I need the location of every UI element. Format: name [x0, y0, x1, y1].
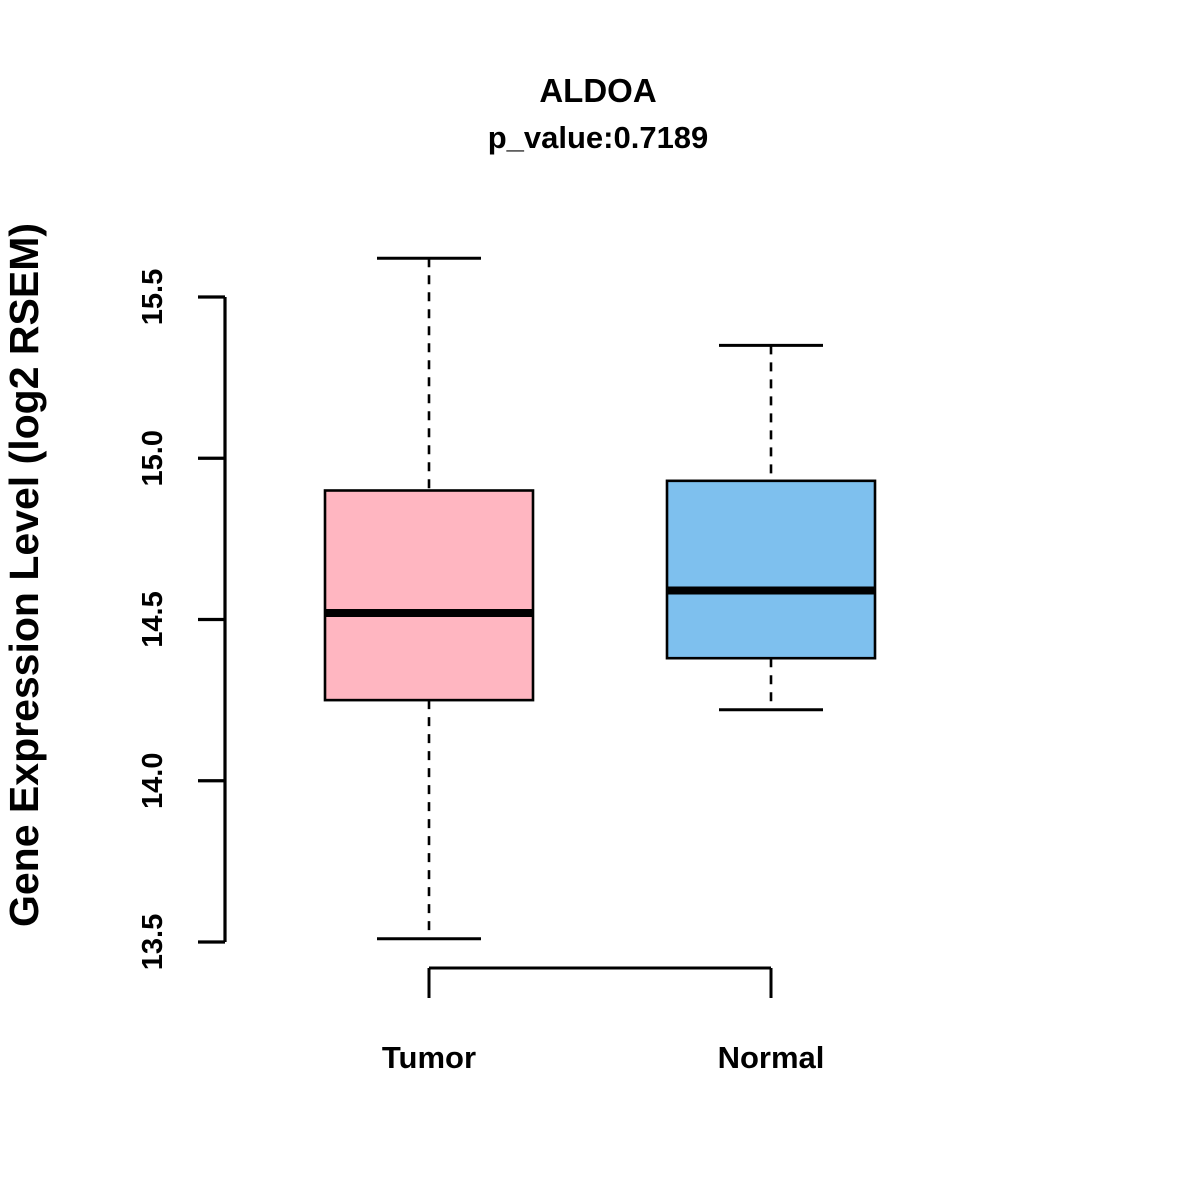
y-tick-label: 15.0	[137, 430, 169, 486]
y-axis: 13.5 14.0 14.5 15.0 15.5	[137, 269, 227, 970]
y-tick-label: 14.0	[137, 753, 169, 809]
y-axis-label: Gene Expression Level (log2 RSEM)	[1, 223, 47, 927]
iqr-box	[323, 489, 535, 702]
box-normal	[665, 343, 877, 712]
chart-title: ALDOA	[539, 72, 656, 109]
iqr-box	[665, 479, 877, 660]
category-label-tumor: Tumor	[382, 1040, 476, 1075]
x-axis: Tumor Normal	[382, 966, 825, 1075]
box-series	[323, 256, 877, 941]
chart-subtitle: p_value:0.7189	[488, 120, 709, 155]
y-tick-label: 14.5	[137, 591, 169, 647]
category-label-normal: Normal	[718, 1040, 825, 1075]
y-tick-label: 13.5	[137, 914, 169, 970]
y-tick-label: 15.5	[137, 269, 169, 325]
box-tumor	[323, 256, 535, 941]
